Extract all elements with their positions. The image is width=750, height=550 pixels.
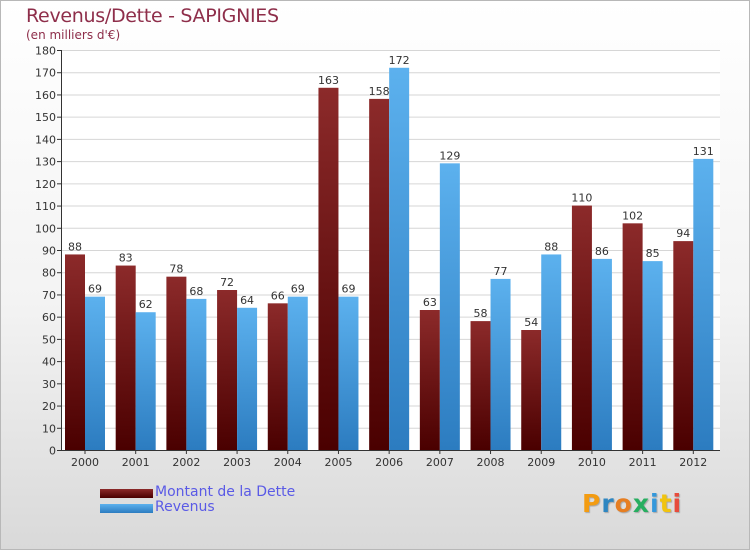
data-label-dette: 72 bbox=[220, 276, 234, 289]
data-label-revenus: 86 bbox=[595, 245, 609, 258]
y-tick-label: 80 bbox=[42, 267, 56, 280]
logo-letter: i bbox=[650, 489, 660, 518]
y-tick-label: 90 bbox=[42, 245, 56, 258]
x-tick-label: 2000 bbox=[71, 456, 99, 469]
data-label-dette: 66 bbox=[271, 289, 285, 302]
logo-letter: x bbox=[632, 489, 650, 518]
data-label-dette: 88 bbox=[68, 240, 82, 253]
x-tick-label: 2007 bbox=[426, 456, 454, 469]
chart-subtitle: (en milliers d'€) bbox=[26, 28, 121, 42]
y-tick-label: 30 bbox=[42, 378, 56, 391]
data-label-revenus: 62 bbox=[139, 298, 153, 311]
data-label-revenus: 129 bbox=[439, 149, 460, 162]
bar-revenus bbox=[237, 307, 258, 450]
data-label-revenus: 69 bbox=[341, 283, 355, 296]
bar-revenus bbox=[439, 163, 460, 451]
logo-letter: t bbox=[659, 489, 673, 518]
data-label-dette: 158 bbox=[369, 85, 390, 98]
bar-dette bbox=[470, 321, 491, 450]
legend-label-revenus: Revenus bbox=[155, 499, 215, 515]
bar-revenus bbox=[389, 67, 410, 451]
bar-revenus bbox=[85, 296, 105, 450]
bar-revenus bbox=[338, 296, 359, 450]
bar-dette bbox=[521, 330, 542, 450]
x-tick-label: 2005 bbox=[324, 456, 352, 469]
data-label-revenus: 172 bbox=[389, 54, 410, 67]
legend-label-dette: Montant de la Dette bbox=[155, 484, 296, 500]
data-label-revenus: 131 bbox=[693, 145, 714, 158]
y-tick-label: 120 bbox=[35, 178, 56, 191]
y-tick-label: 180 bbox=[35, 45, 56, 58]
data-label-revenus: 88 bbox=[544, 240, 558, 253]
data-label-revenus: 69 bbox=[291, 283, 305, 296]
logo-letter: r bbox=[601, 489, 615, 518]
legend-swatch-dette bbox=[100, 489, 153, 498]
x-tick-label: 2011 bbox=[629, 456, 657, 469]
x-tick-label: 2008 bbox=[477, 456, 505, 469]
y-tick-label: 60 bbox=[42, 311, 56, 324]
bar-revenus bbox=[186, 298, 207, 450]
data-label-revenus: 64 bbox=[240, 294, 254, 307]
logo-letter: i bbox=[672, 489, 683, 518]
logo-letter: o bbox=[614, 489, 633, 518]
y-tick-label: 110 bbox=[35, 200, 56, 213]
x-tick-label: 2010 bbox=[578, 456, 606, 469]
y-tick-label: 100 bbox=[35, 222, 56, 235]
data-label-dette: 63 bbox=[423, 296, 437, 309]
x-tick-label: 2004 bbox=[274, 456, 302, 469]
bar-dette bbox=[419, 310, 440, 450]
y-tick-label: 150 bbox=[35, 111, 56, 124]
data-label-dette: 163 bbox=[318, 74, 339, 87]
y-tick-label: 160 bbox=[35, 89, 56, 102]
x-tick-label: 2009 bbox=[527, 456, 555, 469]
data-label-revenus: 68 bbox=[189, 285, 203, 298]
bar-dette bbox=[65, 254, 85, 450]
data-label-dette: 78 bbox=[169, 263, 183, 276]
y-tick-label: 130 bbox=[35, 156, 56, 169]
data-label-revenus: 77 bbox=[494, 265, 508, 278]
data-label-revenus: 85 bbox=[646, 247, 660, 260]
x-tick-label: 2002 bbox=[172, 456, 200, 469]
x-tick-label: 2006 bbox=[375, 456, 403, 469]
y-tick-label: 140 bbox=[35, 133, 56, 146]
bar-dette bbox=[571, 205, 592, 450]
y-tick-label: 10 bbox=[42, 422, 56, 435]
bar-dette bbox=[622, 223, 643, 450]
data-label-dette: 54 bbox=[524, 316, 538, 329]
data-label-dette: 94 bbox=[676, 227, 690, 240]
bar-revenus bbox=[490, 278, 511, 450]
x-tick-label: 2003 bbox=[223, 456, 251, 469]
y-tick-label: 0 bbox=[49, 445, 56, 458]
bar-revenus bbox=[287, 296, 308, 450]
bar-revenus bbox=[135, 312, 156, 450]
bar-dette bbox=[115, 265, 136, 450]
bar-revenus bbox=[693, 158, 714, 450]
logo-letter: P bbox=[582, 489, 602, 518]
bar-dette bbox=[166, 276, 187, 450]
bar-dette bbox=[369, 98, 390, 450]
data-label-dette: 102 bbox=[622, 209, 643, 222]
bar-dette bbox=[267, 303, 288, 450]
x-tick-label: 2001 bbox=[122, 456, 150, 469]
proxiti-logo: Proxiti bbox=[582, 489, 682, 518]
data-label-dette: 110 bbox=[571, 192, 592, 205]
chart-title: Revenus/Dette - SAPIGNIES bbox=[26, 5, 279, 27]
y-tick-label: 50 bbox=[42, 333, 56, 346]
bar-dette bbox=[217, 290, 238, 450]
legend-swatch-revenus bbox=[100, 504, 153, 513]
y-tick-label: 40 bbox=[42, 356, 56, 369]
data-label-revenus: 69 bbox=[88, 283, 102, 296]
bar-revenus bbox=[642, 261, 663, 450]
y-tick-label: 70 bbox=[42, 289, 56, 302]
x-tick-label: 2012 bbox=[679, 456, 707, 469]
bar-revenus bbox=[541, 254, 562, 450]
y-tick-label: 170 bbox=[35, 67, 56, 80]
bar-dette bbox=[673, 241, 694, 450]
bar-revenus bbox=[591, 258, 612, 450]
data-label-dette: 83 bbox=[119, 252, 133, 265]
y-tick-label: 20 bbox=[42, 400, 56, 413]
bar-dette bbox=[318, 87, 339, 451]
data-label-dette: 58 bbox=[474, 307, 488, 320]
